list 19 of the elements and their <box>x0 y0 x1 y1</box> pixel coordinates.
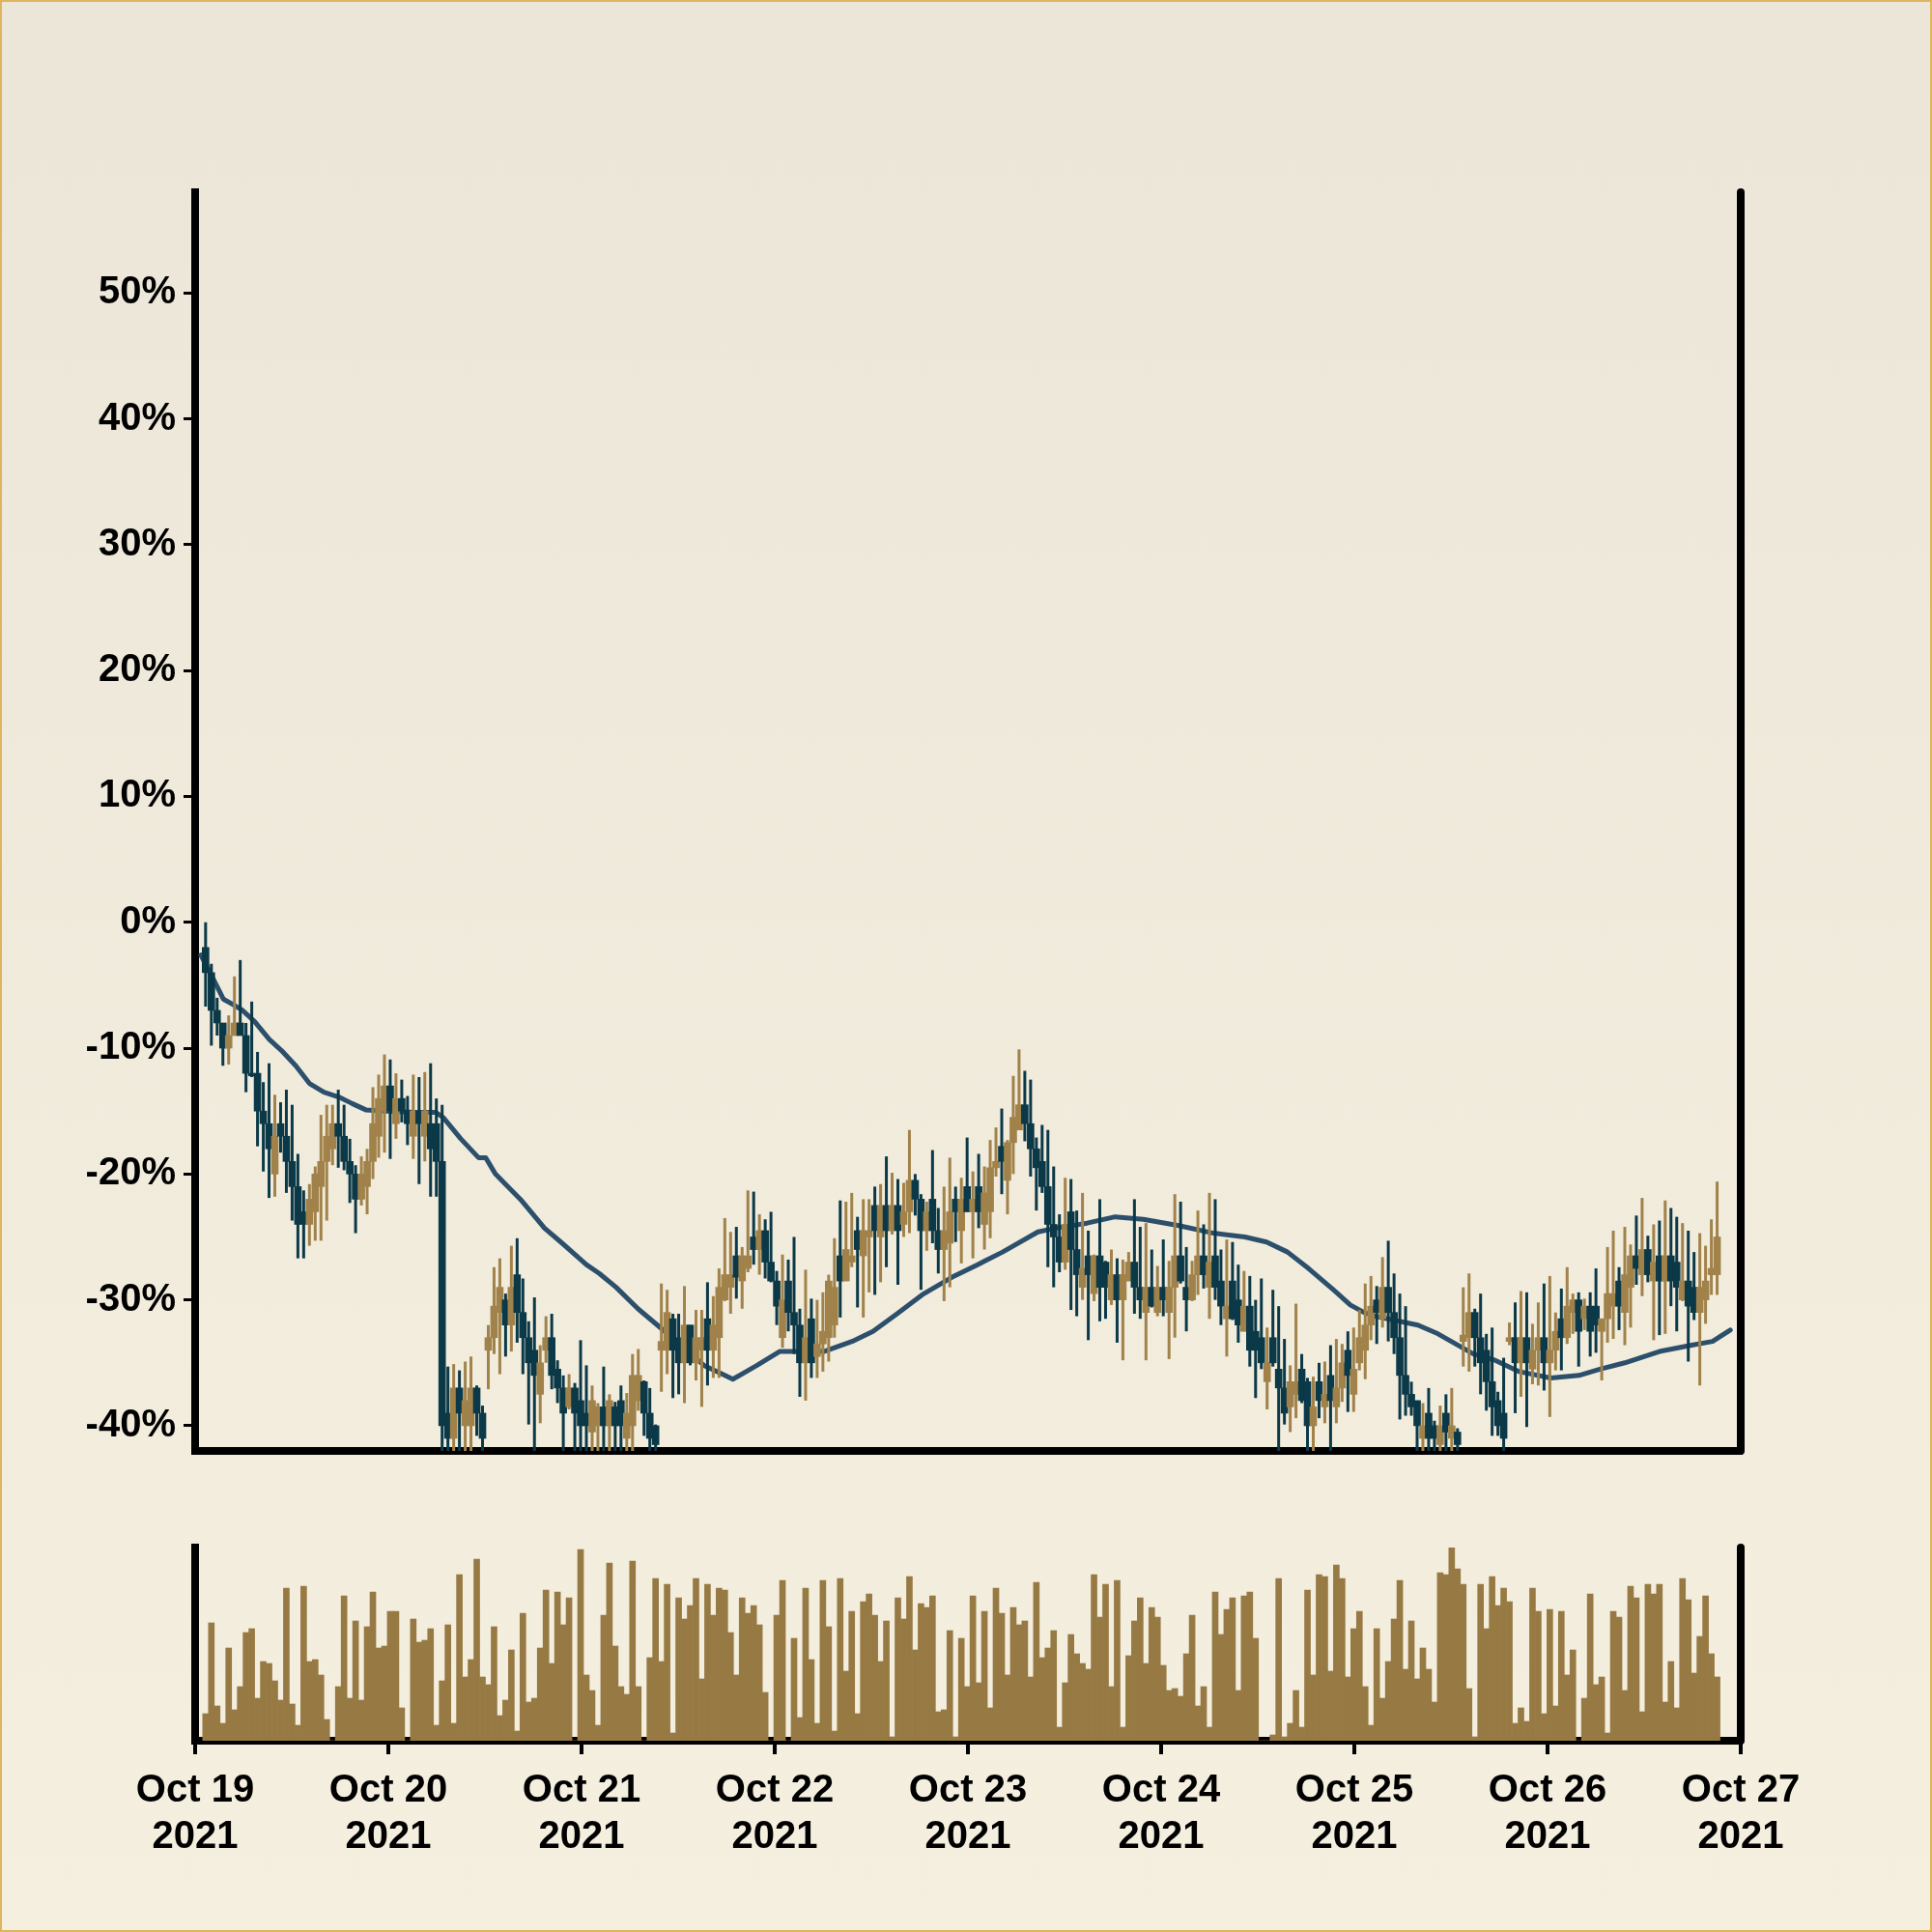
x-tick-label: Oct 22 2021 <box>715 1767 835 1857</box>
x-tick-label: Oct 25 2021 <box>1294 1767 1414 1857</box>
y-tick-label: 10% <box>98 772 176 815</box>
y-tick-label: -10% <box>85 1024 176 1067</box>
y-tick-label: 20% <box>98 646 176 690</box>
x-tick-label: Oct 19 2021 <box>135 1767 255 1857</box>
x-tick-label: Oct 20 2021 <box>328 1767 448 1857</box>
y-tick-label: 50% <box>98 269 176 312</box>
y-tick-label: 0% <box>120 897 176 941</box>
y-tick-label: 30% <box>98 520 176 563</box>
y-tick-label: -40% <box>85 1401 176 1444</box>
y-tick-label: -20% <box>85 1150 176 1193</box>
x-tick-label: Oct 21 2021 <box>522 1767 641 1857</box>
x-tick-label: Oct 23 2021 <box>908 1767 1028 1857</box>
x-tick-label: Oct 24 2021 <box>1101 1767 1221 1857</box>
y-tick-label: 40% <box>98 394 176 438</box>
x-tick-label: Oct 27 2021 <box>1681 1767 1801 1857</box>
x-tick-label: Oct 26 2021 <box>1488 1767 1607 1857</box>
y-tick-label: -30% <box>85 1275 176 1319</box>
